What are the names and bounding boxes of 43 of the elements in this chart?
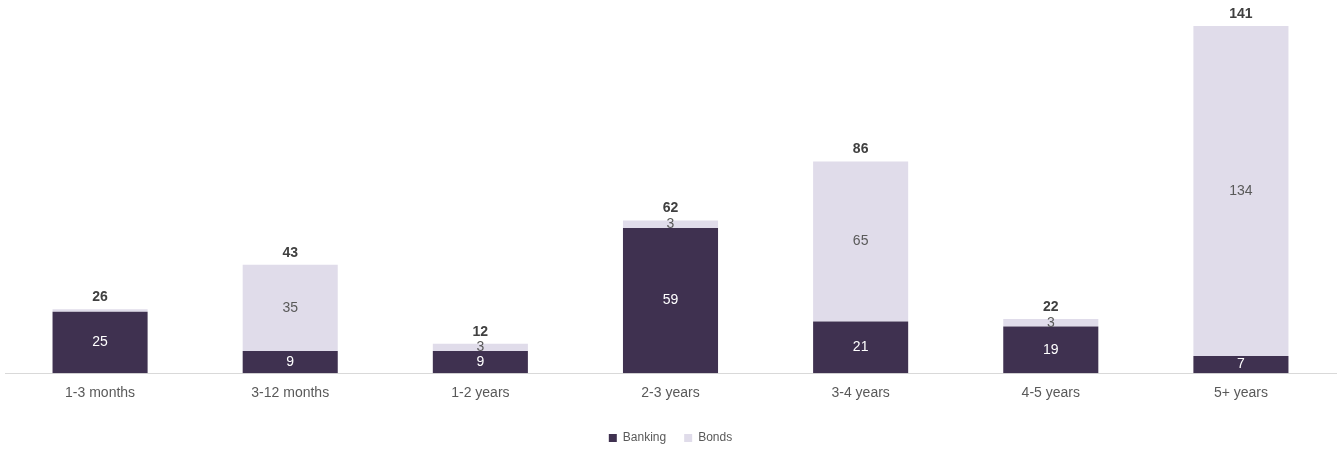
- bar: [1003, 319, 1099, 327]
- data-label: 9: [476, 352, 485, 369]
- x-tick-label: 3-4 years: [831, 384, 890, 401]
- data-label: 21: [852, 338, 869, 355]
- data-label: 65: [852, 232, 869, 249]
- bar: [52, 311, 148, 374]
- total-label: 26: [92, 288, 109, 305]
- data-label: 9: [286, 352, 295, 369]
- bar: [622, 220, 719, 228]
- legend-label: Bonds: [698, 430, 733, 445]
- bar: [432, 351, 528, 374]
- x-tick-label: 2-3 years: [641, 384, 700, 401]
- legend-label: Banking: [622, 430, 667, 445]
- total-label: 62: [662, 199, 679, 216]
- total-label: 22: [1043, 297, 1059, 314]
- data-label: 134: [1229, 181, 1253, 198]
- x-tick-label: 1-3 months: [65, 384, 136, 401]
- data-label: 19: [1043, 340, 1059, 357]
- bar: [242, 264, 338, 352]
- bar: [242, 351, 338, 374]
- bar: [813, 161, 909, 322]
- x-tick-label: 1-2 years: [451, 384, 510, 401]
- data-label: 35: [282, 298, 299, 315]
- bar: [1193, 26, 1289, 356]
- data-label: 59: [662, 291, 679, 308]
- x-tick-label: 4-5 years: [1021, 384, 1080, 401]
- data-label: 25: [92, 333, 109, 350]
- data-label: 7: [1237, 355, 1246, 372]
- bar: [1193, 355, 1289, 374]
- total-label: 43: [282, 243, 299, 260]
- total-label: 141: [1229, 4, 1253, 21]
- bar: [52, 309, 148, 312]
- data-label: 3: [476, 338, 485, 355]
- bar: [1003, 326, 1099, 374]
- bar: [622, 227, 719, 374]
- total-label: 12: [472, 322, 489, 339]
- bar: [432, 343, 528, 352]
- data-label: 3: [1046, 313, 1055, 330]
- x-tick-label: 5+ years: [1213, 384, 1268, 401]
- total-label: 86: [852, 140, 869, 157]
- x-tick-label: 3-12 months: [251, 384, 330, 401]
- data-label: 3: [666, 215, 675, 232]
- bar: [813, 321, 909, 374]
